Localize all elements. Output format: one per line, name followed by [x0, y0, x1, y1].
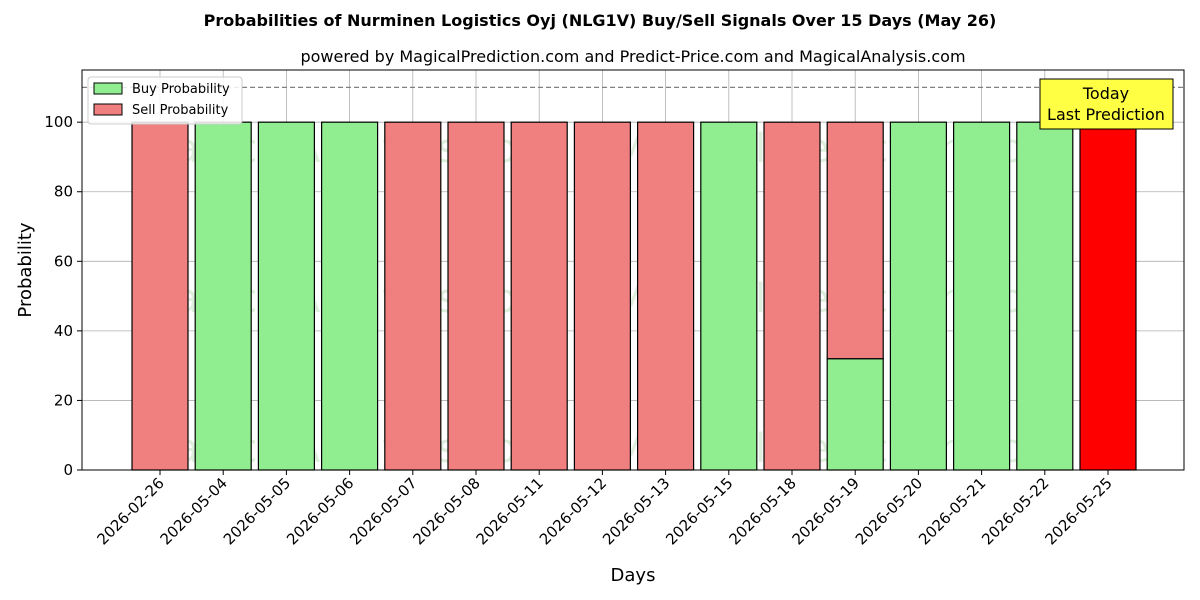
buy-bar-2026-05-21 [952, 121, 1011, 471]
legend-label: Sell Probability [132, 103, 229, 118]
sell-bar-2026-02-26 [131, 121, 189, 471]
x-tick-label: 2026-05-05 [220, 474, 294, 548]
buy-bar-2026-05-04 [194, 121, 252, 471]
buy-bar-2026-05-06 [321, 121, 379, 471]
legend-label: Buy Probability [132, 82, 230, 97]
y-tick-label: 40 [54, 322, 73, 340]
sell-bar-2026-05-11 [510, 121, 568, 471]
x-tick-label: 2026-05-07 [346, 474, 420, 548]
x-tick-label: 2026-05-08 [409, 474, 483, 548]
y-tick-label: 60 [54, 252, 73, 270]
x-tick-label: 2026-02-26 [93, 474, 167, 548]
x-axis: 2026-02-262026-05-042026-05-052026-05-06… [93, 470, 1116, 548]
x-tick-label: 2026-05-19 [789, 474, 863, 548]
x-tick-label: 2026-05-25 [1041, 474, 1115, 548]
annotation-text: Today [1082, 84, 1129, 103]
today-annotation: Today Last Prediction [1039, 78, 1174, 130]
legend-swatch [93, 82, 123, 95]
sell-bar-2026-05-19 [826, 121, 884, 360]
chart-subtitle: powered by MagicalPrediction.com and Pre… [300, 47, 965, 66]
x-tick-label: 2026-05-15 [662, 474, 736, 548]
y-tick-label: 20 [54, 391, 73, 409]
sell-bar-2026-05-13 [636, 121, 695, 471]
chart-title: Probabilities of Nurminen Logistics Oyj … [204, 11, 997, 30]
x-tick-label: 2026-05-13 [599, 474, 673, 548]
y-tick-label: 0 [63, 461, 73, 479]
sell-bar-2026-05-25 [1079, 121, 1137, 471]
buy-bar-2026-05-19 [826, 358, 884, 471]
x-tick-label: 2026-05-04 [157, 474, 231, 548]
y-tick-label: 100 [44, 113, 73, 131]
x-tick-label: 2026-05-21 [915, 474, 989, 548]
bars [131, 121, 1137, 471]
x-tick-label: 2026-05-20 [852, 474, 926, 548]
x-tick-label: 2026-05-18 [725, 474, 799, 548]
y-axis-label: Probability [15, 222, 36, 317]
x-tick-label: 2026-05-11 [473, 474, 547, 548]
plot-frame [81, 69, 1185, 471]
buy-bar-2026-05-20 [889, 121, 948, 471]
y-tick-label: 80 [54, 183, 73, 201]
sell-bar-2026-05-12 [573, 121, 632, 471]
sell-bar-2026-05-08 [447, 121, 505, 471]
legend: Buy Probability Sell Probability [87, 76, 243, 125]
annotation-box [1039, 78, 1174, 130]
sell-bar-2026-05-07 [384, 121, 442, 471]
legend-box [87, 76, 243, 125]
annotation-text: Last Prediction [1047, 105, 1165, 124]
x-tick-label: 2026-05-22 [978, 474, 1052, 548]
y-axis: 0 20 40 60 80 100 [44, 113, 82, 479]
buy-bar-2026-05-15 [700, 121, 758, 471]
sell-bar-2026-05-18 [763, 121, 821, 471]
x-axis-label: Days [611, 565, 656, 586]
x-tick-label: 2026-05-06 [283, 474, 357, 548]
x-tick-label: 2026-05-12 [536, 474, 610, 548]
legend-swatch [93, 103, 123, 116]
buy-bar-2026-05-22 [1016, 121, 1074, 471]
buy-bar-2026-05-05 [257, 121, 315, 471]
